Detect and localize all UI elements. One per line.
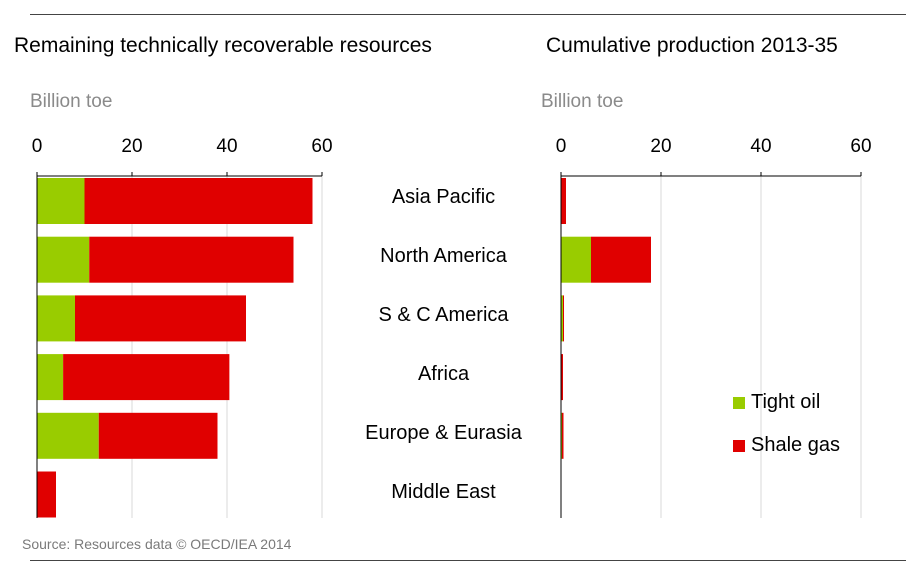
legend-label: Shale gas [751,434,840,456]
bar-shale-gas [591,236,651,283]
x-tick-label: 60 [311,136,332,157]
bar-tight-oil [37,178,85,224]
top-rule [30,14,906,15]
x-tick-label: 40 [750,136,771,157]
legend-swatch-shale-gas [733,439,745,452]
bar-shale-gas [84,178,313,224]
x-tick-label: 0 [556,136,567,157]
x-tick-label: 40 [216,136,237,157]
bar-tight-oil [37,354,64,401]
x-tick-label: 60 [850,136,871,157]
bar-shale-gas [562,412,564,459]
legend-item-shale-gas: Shale gas [733,434,840,457]
bar-shale-gas [89,236,294,283]
x-tick-label: 20 [121,136,142,157]
category-label: Europe & Eurasia [365,422,522,444]
category-label: Africa [417,363,470,385]
bar-tight-oil [561,236,591,283]
bottom-rule [30,560,906,561]
category-label: North America [380,245,507,267]
right-chart-title: Cumulative production 2013-35 [546,34,838,57]
legend-swatch-tight-oil [733,396,745,409]
bar-shale-gas [37,471,56,518]
category-label: S & C America [378,304,509,326]
bar-tight-oil [37,236,90,283]
source-note: Source: Resources data © OECD/IEA 2014 [22,536,292,552]
bar-shale-gas [75,295,246,342]
bar-shale-gas [561,178,566,224]
x-tick-label: 0 [32,136,43,157]
bar-shale-gas [561,354,563,401]
bar-tight-oil [37,295,75,342]
left-chart-title: Remaining technically recoverable resour… [14,34,432,57]
category-label: Asia Pacific [391,186,496,208]
bar-shale-gas [63,354,230,401]
bar-tight-oil [561,295,563,342]
bar-shale-gas [98,412,218,459]
category-label: Middle East [391,481,496,503]
bar-shale-gas [563,295,564,342]
left-unit-label: Billion toe [30,91,113,112]
x-tick-label: 20 [650,136,671,157]
legend-item-tight-oil: Tight oil [733,391,820,414]
right-unit-label: Billion toe [541,91,624,112]
bar-tight-oil [37,412,99,459]
legend-label: Tight oil [751,391,821,413]
